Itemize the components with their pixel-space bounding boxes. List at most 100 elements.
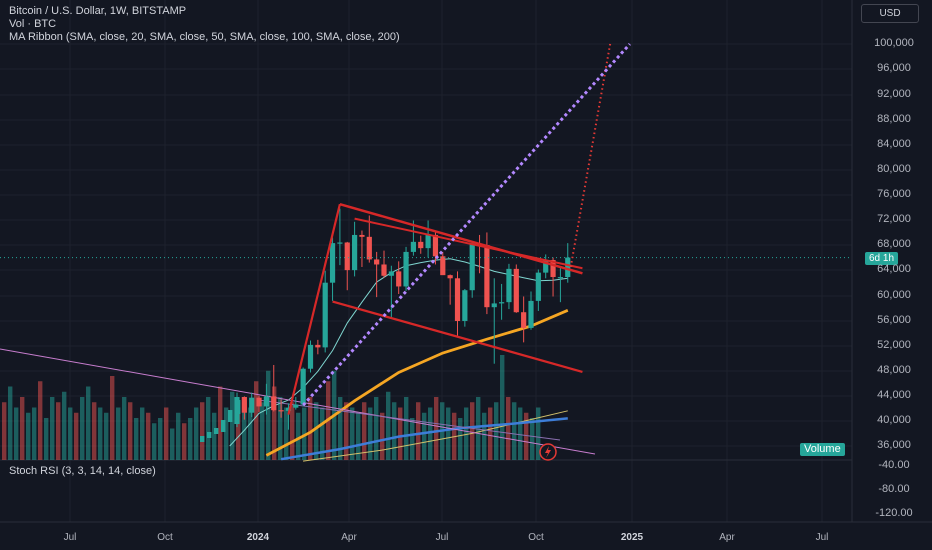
volume-bar [110,376,115,460]
price-axis-tick: 68,000 [877,238,911,250]
candle-body [499,302,505,304]
volume-bar [422,412,427,460]
candle-body [200,436,205,442]
candle-body [249,397,255,413]
volume-bar [74,412,79,460]
stoch-axis-tick: -40.00 [878,459,910,471]
candle-body [403,251,409,287]
time-axis-tick: Oct [528,532,544,543]
candle-body [454,278,461,322]
candle-body [381,264,387,276]
currency-button[interactable]: USD [861,4,919,23]
volume-bar [134,418,139,460]
volume-bar [224,407,229,460]
volume-bar [92,402,97,460]
volume-bar [350,407,355,460]
volume-bar [308,397,313,460]
volume-bar [392,402,397,460]
price-axis-tick: 36,000 [877,439,911,451]
volume-bar [242,397,247,460]
price-axis-tick: 96,000 [877,62,911,74]
volume-bar [140,407,145,460]
volume-bar [500,355,505,460]
volume-bar [50,397,55,460]
volume-bar [344,402,349,460]
volume-bar [200,402,205,460]
candle-body [521,312,527,328]
candle-body [513,268,519,313]
time-axis-tick: 2025 [620,532,644,543]
descending-trendline [0,348,596,455]
candle-body [271,396,277,411]
candle-body [359,234,365,237]
volume-bar [98,407,103,460]
volume-bar [122,397,127,460]
time-axis-tick: Oct [157,532,173,543]
volume-bar [104,412,109,460]
price-axis-tick: 100,000 [874,37,914,49]
candle-body [440,256,446,276]
volume-bar [464,407,469,460]
flag-lower-line [332,300,583,373]
chart-title: Bitcoin / U.S. Dollar, 1W, BITSTAMP [9,5,187,17]
volume-bar [20,397,25,460]
volume-bar [410,418,415,460]
volume-bar [146,412,151,460]
volume-bar [374,397,379,460]
price-axis-tick: 64,000 [877,263,911,275]
volume-bar [194,407,199,460]
volume-bar [8,386,13,460]
volume-bar [212,412,217,460]
candle-body [241,397,247,413]
volume-bar [44,418,49,460]
flag-upper-line [339,202,583,275]
volume-bar [62,391,67,460]
volume-bar [356,412,361,460]
volume-bar [428,407,433,460]
price-axis-tick: 56,000 [877,314,911,326]
price-axis-tick: 76,000 [877,188,911,200]
volume-bar [128,402,133,460]
volume-bar [530,418,535,460]
volume-bar [368,407,373,460]
candle-body [425,234,431,249]
price-axis-tick: 52,000 [877,339,911,351]
volume-bar [188,418,193,460]
candle-body [469,243,475,291]
candle-body [447,275,453,279]
volume-bar [236,402,241,460]
volume-bar [158,418,163,460]
volume-bar [152,423,157,460]
volume-bar [536,407,541,460]
candle-body [418,241,424,249]
volume-bar [164,407,169,460]
volume-bar [182,423,187,460]
volume-bar [272,386,277,460]
candle-body [263,396,269,407]
lightning-icon [545,446,551,458]
volume-bar [170,428,175,460]
price-axis-tick: 80,000 [877,163,911,175]
price-countdown-badge: 6d 1h [865,252,899,265]
ma-ribbon-indicator-label[interactable]: MA Ribbon (SMA, close, 20, SMA, close, 5… [9,31,400,43]
volume-indicator-label[interactable]: Vol · BTC [9,18,57,30]
purple-projection-line [302,42,631,407]
candle-body [550,260,556,278]
candle-body [344,242,350,271]
volume-bar [506,397,511,460]
candle-body [374,259,380,265]
volume-bar [260,402,265,460]
volume-bar [338,397,343,460]
candle-body [315,344,321,348]
price-axis-tick: 48,000 [877,364,911,376]
stoch-rsi-indicator-label[interactable]: Stoch RSI (3, 3, 14, 14, close) [9,465,156,477]
volume-bar [266,370,271,460]
candle-body [285,407,292,411]
time-axis-tick: Apr [719,532,735,543]
time-axis-tick: Jul [435,532,449,543]
price-axis-tick: 40,000 [877,414,911,426]
volume-bar [14,407,19,460]
volume-bar [86,386,91,460]
volume-bar [254,381,259,460]
